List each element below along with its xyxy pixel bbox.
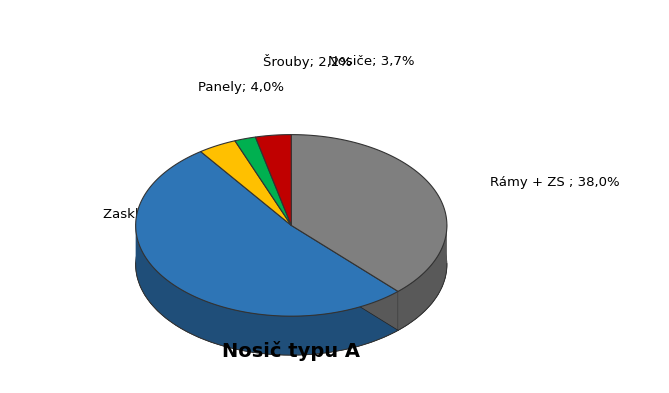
Text: Šrouby; 2,2%: Šrouby; 2,2% [263,53,352,69]
Text: Panely; 4,0%: Panely; 4,0% [198,81,284,94]
Text: Zasklení; 52,2%: Zasklení; 52,2% [103,208,210,221]
Polygon shape [291,226,398,331]
Polygon shape [291,226,398,331]
Polygon shape [235,137,291,226]
Text: Nosiče; 3,7%: Nosiče; 3,7% [328,55,415,68]
Polygon shape [256,134,291,226]
Polygon shape [201,141,291,226]
Polygon shape [136,152,398,316]
Ellipse shape [136,174,447,355]
Text: Nosič typu A: Nosič typu A [222,341,361,361]
Polygon shape [136,224,398,355]
Text: Rámy + ZS ; 38,0%: Rámy + ZS ; 38,0% [490,176,619,189]
Polygon shape [398,225,447,331]
Polygon shape [291,134,447,292]
